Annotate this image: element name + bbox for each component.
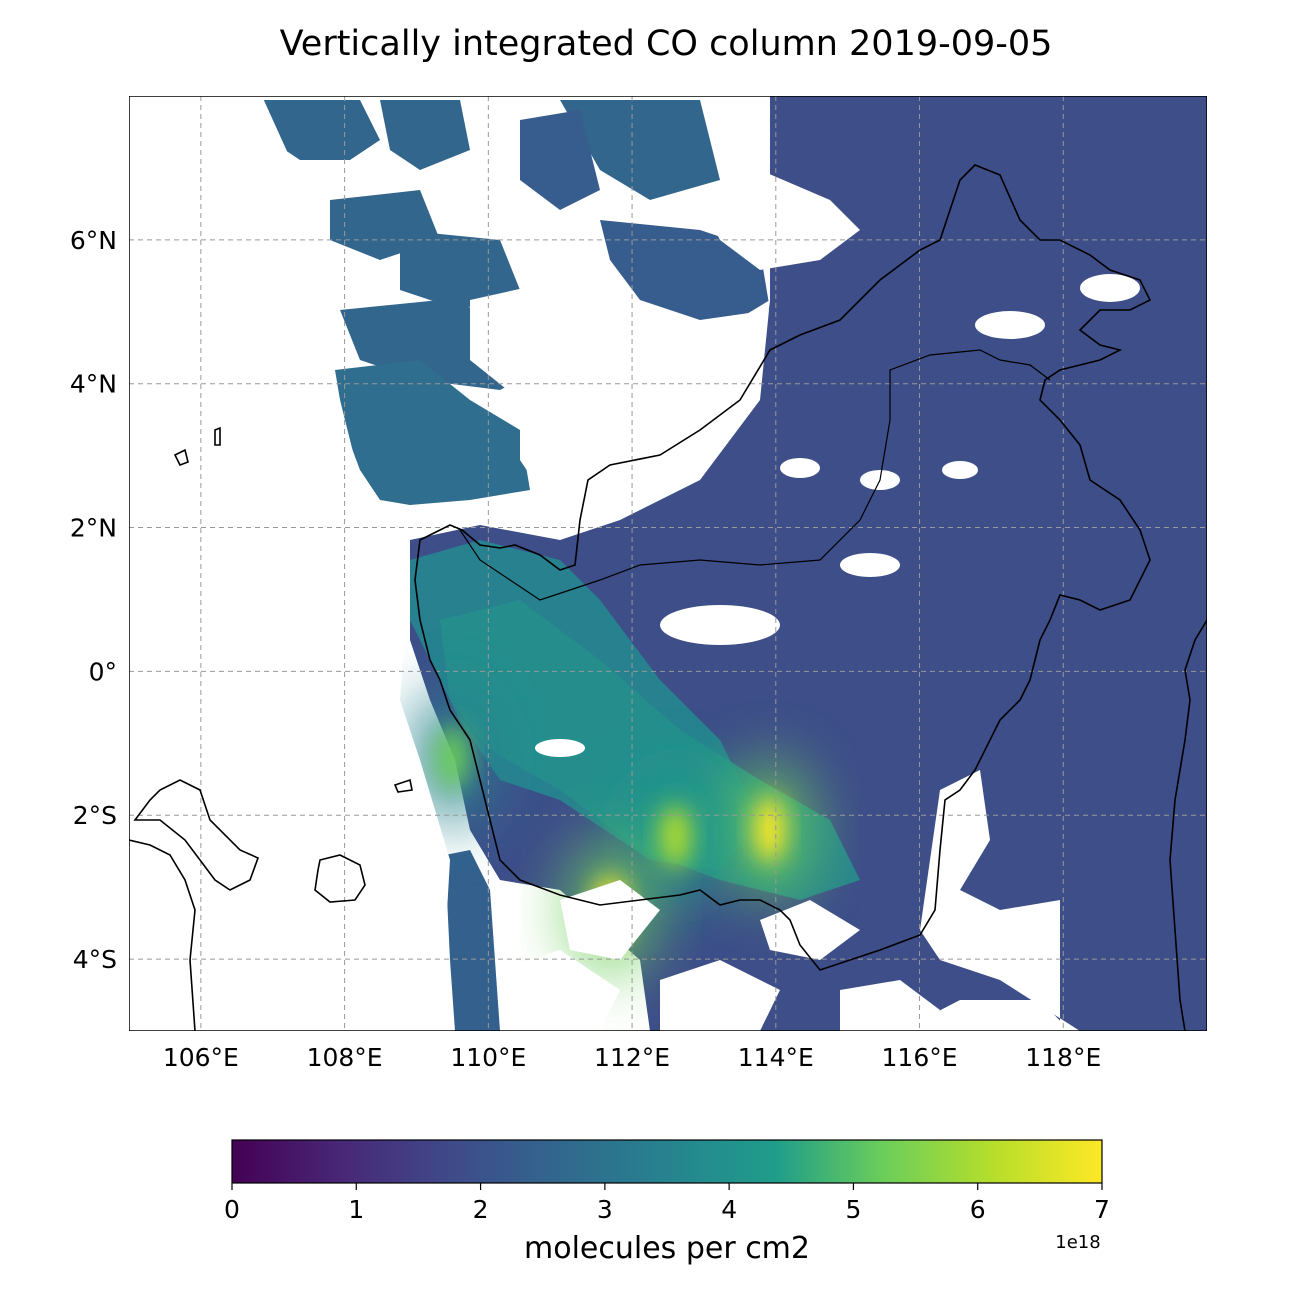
hotspot-core xyxy=(752,797,785,862)
missing-data-gaps xyxy=(129,96,1140,1031)
coastline-borneo xyxy=(414,164,1152,971)
hotspot-core xyxy=(436,725,469,790)
colorbar-ticks: 0 1 2 3 4 5 6 7 xyxy=(224,1183,1110,1224)
colorbar-offset-text: 1e18 xyxy=(1055,1232,1100,1253)
longitude-ticks: 106°E 108°E 110°E 112°E 114°E 116°E 118°E xyxy=(163,1043,1101,1072)
coastline-belitung xyxy=(314,854,366,903)
gap-south-1 xyxy=(500,950,620,1031)
data-patch-north-3 xyxy=(560,100,720,200)
coastline-sulawesi xyxy=(1169,619,1207,1031)
lon-tick-label: 116°E xyxy=(882,1043,958,1072)
coastline-islet-2 xyxy=(214,426,221,446)
gap-south-3 xyxy=(840,980,940,1031)
gap-gulf xyxy=(700,170,860,270)
lon-tick-label: 112°E xyxy=(594,1043,670,1072)
gap-cloud-1 xyxy=(1080,274,1140,302)
gap-cloud-6 xyxy=(780,458,820,478)
coastline-islet-3 xyxy=(393,778,413,793)
colorbar-tick-label: 2 xyxy=(473,1195,489,1224)
lat-tick-label: 2°N xyxy=(70,514,117,543)
data-patch-north-4 xyxy=(520,110,600,210)
colorbar-tick-label: 3 xyxy=(597,1195,613,1224)
coastline-sumatra xyxy=(129,839,196,1031)
gap-west-sea xyxy=(129,96,450,1031)
colorbar-gradient xyxy=(231,1139,1103,1184)
border-malaysia-indonesia xyxy=(459,349,1051,601)
lat-tick-label: 2°S xyxy=(73,801,117,830)
lat-tick-label: 4°N xyxy=(70,370,117,399)
colorbar-tick-label: 1 xyxy=(348,1195,364,1224)
gap-cloud-3 xyxy=(660,605,780,645)
colorbar-tick-label: 7 xyxy=(1094,1195,1110,1224)
gap-southeast-bay xyxy=(920,770,1080,1031)
data-patch-north-6 xyxy=(400,230,520,310)
colorbar-tick-label: 6 xyxy=(970,1195,986,1224)
gap-cloud-4 xyxy=(840,553,900,577)
lon-tick-label: 114°E xyxy=(738,1043,814,1072)
coastline-islet-1 xyxy=(173,448,189,467)
data-patch-north-2 xyxy=(380,100,470,170)
data-patch-north-1 xyxy=(262,100,380,160)
coastlines xyxy=(129,164,1207,1031)
colorbar: 0 1 2 3 4 5 6 7 molecules per cm2 1e18 xyxy=(224,1139,1110,1266)
data-swath-southwest xyxy=(445,850,500,1031)
gridlines xyxy=(129,96,1207,1031)
gap-cloud-7 xyxy=(942,461,978,479)
gap-sea-northwest xyxy=(470,280,770,520)
data-swath-west xyxy=(335,360,530,505)
map-area xyxy=(129,96,1207,1031)
colorbar-tick-label: 0 xyxy=(224,1195,240,1224)
lon-tick-label: 108°E xyxy=(307,1043,383,1072)
colorbar-tick-label: 4 xyxy=(721,1195,737,1224)
gap-cloud-2 xyxy=(975,311,1045,339)
coastline-bangka xyxy=(133,779,260,891)
lon-tick-label: 110°E xyxy=(450,1043,526,1072)
hotspot-core xyxy=(659,804,692,869)
latitude-ticks: 6°N 4°N 2°N 0° 2°S 4°S xyxy=(70,226,117,974)
colorbar-tick-label: 5 xyxy=(845,1195,861,1224)
gap-south-2 xyxy=(660,960,780,1031)
lat-tick-label: 0° xyxy=(89,657,117,686)
lat-tick-label: 4°S xyxy=(73,945,117,974)
lon-tick-label: 118°E xyxy=(1025,1043,1101,1072)
lat-tick-label: 6°N xyxy=(70,226,117,255)
map-title: Vertically integrated CO column 2019-09-… xyxy=(280,24,1053,64)
gap-cloud-5 xyxy=(535,739,585,757)
lon-tick-label: 106°E xyxy=(163,1043,239,1072)
colorbar-label: molecules per cm2 xyxy=(524,1231,810,1266)
